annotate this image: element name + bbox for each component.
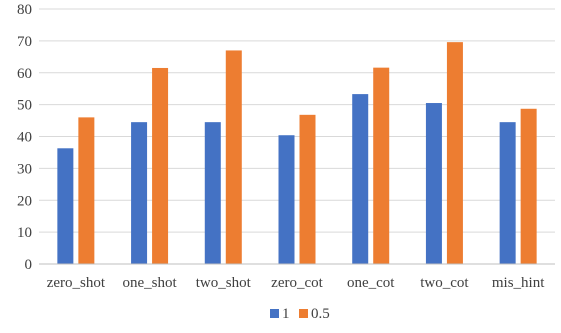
y-tick-label: 0 [25,257,33,273]
bar-mis_hint-0.5 [520,108,537,264]
x-axis-categories: zero_shot one_shot two_shot zero_cot one_cot… [47,275,546,291]
y-tick-label: 70 [17,34,32,50]
y-tick-label: 40 [17,130,32,146]
legend-swatch-1 [270,309,279,318]
legend-label-1: 1 [282,306,290,322]
bar-two_cot-1 [425,103,442,264]
bar-one_cot-1 [352,94,369,264]
bar-one_cot-0.5 [373,67,390,265]
x-category-label: mis_hint [492,275,545,291]
y-axis-ticks: 0 10 20 30 40 50 60 70 80 [17,2,32,273]
x-category-label: zero_cot [271,275,323,291]
x-category-label: one_shot [122,275,177,291]
bar-two_shot-0.5 [225,50,242,264]
bar-two_shot-1 [204,122,221,264]
bar-mis_hint-1 [499,122,516,264]
legend-label-0.5: 0.5 [311,306,330,322]
bars [57,42,537,265]
y-tick-label: 50 [17,98,32,114]
y-tick-label: 60 [17,66,32,82]
x-category-label: zero_shot [47,275,106,291]
bar-two_cot-0.5 [446,42,463,265]
legend: 1 0.5 [270,306,330,322]
y-tick-label: 30 [17,161,32,177]
bar-zero_cot-1 [278,135,295,264]
bar-zero_shot-1 [57,148,74,264]
x-category-label: two_cot [420,275,469,291]
x-category-label: one_cot [347,275,395,291]
grid-lines [39,8,555,233]
bar-one_shot-1 [131,122,148,264]
bar-zero_cot-0.5 [299,114,316,264]
legend-swatch-0.5 [299,309,308,318]
y-tick-label: 80 [17,2,32,18]
x-category-label: two_shot [196,275,252,291]
y-tick-label: 10 [17,225,32,241]
bar-zero_shot-0.5 [78,117,95,264]
y-tick-label: 20 [17,193,32,209]
bar-one_shot-0.5 [152,67,169,264]
